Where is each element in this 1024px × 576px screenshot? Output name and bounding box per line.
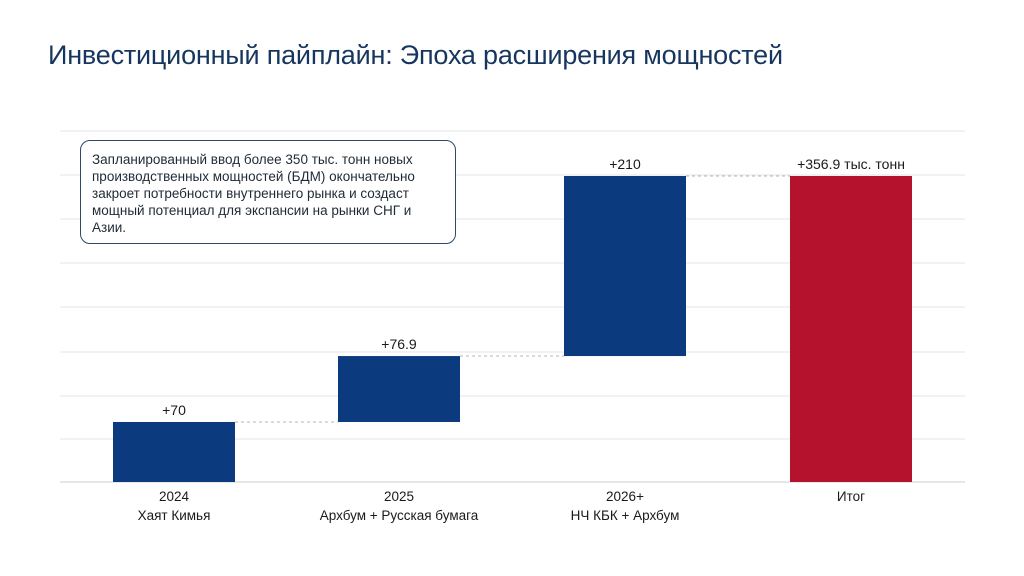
category-year-label: Итог bbox=[837, 489, 865, 504]
bars bbox=[113, 176, 912, 482]
category-labels: 2024 Хаят Кимья 2025 Архбум + Русская бумаг… bbox=[138, 489, 866, 523]
bar-increase bbox=[564, 176, 686, 357]
bar-increase bbox=[113, 421, 235, 482]
data-label: +76.9 bbox=[381, 336, 417, 352]
callout-box: Запланированный ввод более 350 тыс. тонн… bbox=[80, 140, 456, 244]
connector-lines bbox=[235, 175, 790, 423]
bar-increase bbox=[338, 356, 460, 422]
data-labels: +70 +76.9 +210 +356.9 тыс. тонн bbox=[162, 156, 905, 418]
bar-total bbox=[790, 176, 912, 482]
category-name-label: Хаят Кимья bbox=[138, 508, 211, 523]
category-year-label: 2024 bbox=[159, 489, 190, 504]
category-year-label: 2026+ bbox=[606, 489, 644, 504]
category-name-label: Архбум + Русская бумага bbox=[320, 508, 479, 523]
data-label: +70 bbox=[162, 402, 186, 418]
category-name-label: НЧ КБК + Архбум bbox=[571, 508, 680, 523]
page-title: Инвестиционный пайплайн: Эпоха расширени… bbox=[48, 40, 783, 70]
data-label: +210 bbox=[609, 156, 641, 172]
category-year-label: 2025 bbox=[384, 489, 414, 504]
data-label: +356.9 тыс. тонн bbox=[797, 156, 905, 172]
